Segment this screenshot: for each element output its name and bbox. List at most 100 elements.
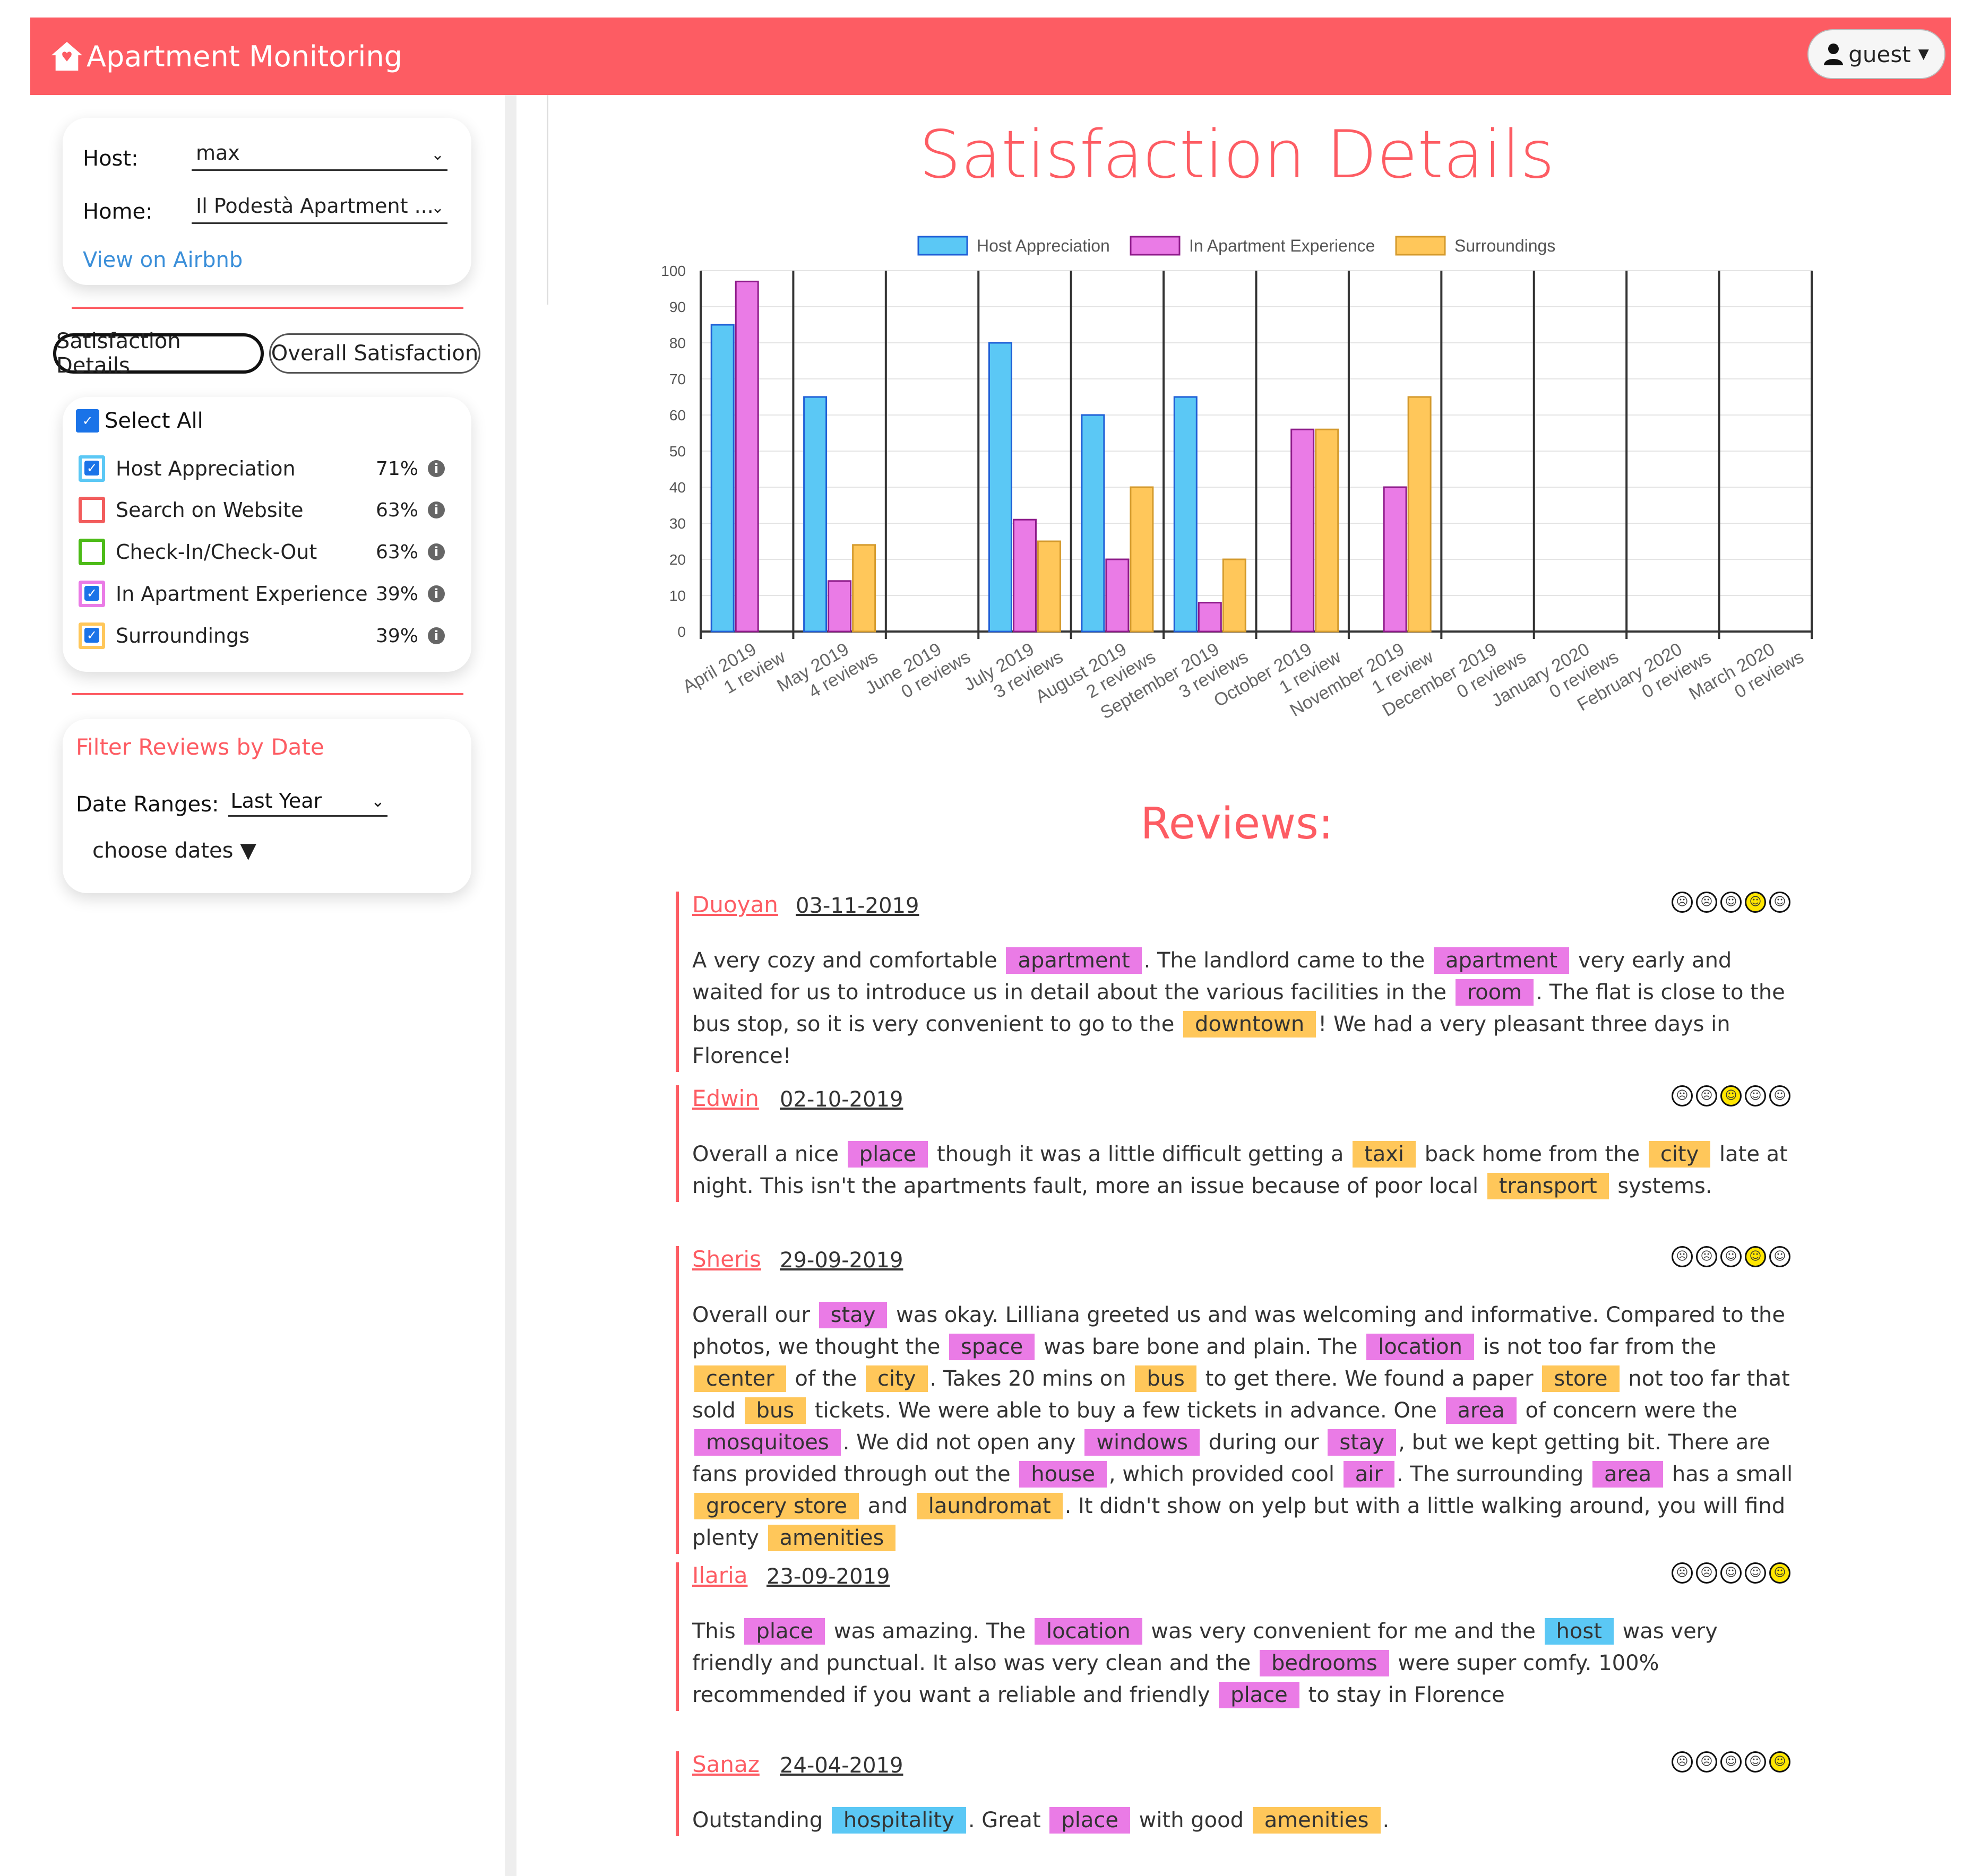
face-icon: ☹ [1696, 1085, 1717, 1106]
y-tick-label: 90 [669, 299, 686, 315]
highlighted-keyword: bedrooms [1260, 1650, 1389, 1676]
host-card: Host: max ⌄ Home: Il Podestà Apartment .… [63, 118, 471, 285]
filter-card: Filter Reviews by Date Date Ranges: Last… [63, 719, 471, 893]
review-author-link[interactable]: Edwin [692, 1085, 759, 1111]
review-text-segment: . Great [968, 1808, 1048, 1832]
user-name: guest [1848, 41, 1911, 67]
highlighted-keyword: taxi [1353, 1141, 1416, 1168]
tab-satisfaction-details[interactable]: Satisfaction Details [53, 329, 264, 378]
highlighted-keyword: area [1592, 1461, 1664, 1488]
home-row: Home: Il Podestà Apartment ... ⌄ [83, 187, 447, 224]
highlighted-keyword: bus [744, 1397, 806, 1424]
face-icon: ☺ [1720, 1562, 1742, 1584]
face-icon: ☹ [1672, 1246, 1693, 1267]
category-checkbox[interactable] [79, 539, 105, 565]
rating-faces: ☹ ☹ ☺ ☺ ☺ [1672, 892, 1790, 913]
y-tick-label: 100 [661, 263, 686, 279]
info-icon[interactable]: i [428, 627, 445, 644]
category-checkbox[interactable]: ✓ [79, 581, 105, 607]
review-text-segment: to stay in Florence [1301, 1683, 1505, 1707]
caret-down-icon: ▼ [1918, 46, 1929, 62]
review-text-segment: with good [1132, 1808, 1251, 1832]
bar-surroundings [852, 544, 876, 633]
review-text-segment: tickets. We were able to buy a few ticke… [808, 1398, 1444, 1423]
review-author-link[interactable]: Sheris [692, 1246, 761, 1272]
review-header: Sanaz 24-04-2019 ☹ ☹ ☺ ☺ ☺ [692, 1751, 1801, 1788]
review-author-link[interactable]: Sanaz [692, 1751, 760, 1777]
face-icon: ☺ [1745, 1751, 1766, 1773]
y-tick-label: 10 [669, 587, 686, 604]
highlighted-keyword: center [694, 1365, 786, 1392]
highlighted-keyword: apartment [1006, 947, 1142, 974]
review-text-segment: . Takes 20 mins on [929, 1367, 1133, 1391]
review-author-link[interactable]: Ilaria [692, 1562, 748, 1588]
category-checkbox[interactable]: ✓ [79, 623, 105, 649]
review-text-segment: . [1382, 1808, 1390, 1832]
review-date: 03-11-2019 [796, 894, 919, 918]
highlighted-keyword: apartment [1434, 947, 1570, 974]
date-range-select[interactable]: Last Year ⌄ [228, 787, 388, 817]
select-all-checkbox[interactable]: ✓ [76, 409, 99, 433]
home-label: Home: [83, 200, 153, 224]
review-author-link[interactable]: Duoyan [692, 892, 778, 918]
check-icon: ✓ [84, 628, 99, 643]
review-text-segment: was amazing. The [827, 1619, 1032, 1644]
info-icon[interactable]: i [428, 585, 445, 602]
highlighted-keyword: grocery store [694, 1493, 859, 1519]
category-row[interactable]: ✓ In Apartment Experience 39% i [79, 578, 455, 610]
highlighted-keyword: space [949, 1334, 1035, 1360]
bar-surroundings [1130, 486, 1154, 633]
face-icon: ☺ [1720, 892, 1742, 913]
y-tick-label: 80 [669, 335, 686, 351]
review-text-segment: Outstanding [692, 1808, 830, 1832]
home-select[interactable]: Il Podestà Apartment ... ⌄ [192, 192, 447, 224]
review-text-segment: to get there. We found a paper [1198, 1367, 1540, 1391]
choose-dates-toggle[interactable]: choose dates ▼ [92, 838, 256, 863]
user-menu-button[interactable]: guest ▼ [1807, 29, 1945, 79]
filter-title: Filter Reviews by Date [76, 734, 324, 760]
review-text-segment: of concern were the [1518, 1398, 1737, 1423]
highlighted-keyword: downtown [1183, 1011, 1316, 1038]
category-percent: 71% [375, 457, 418, 480]
highlighted-keyword: place [847, 1141, 928, 1168]
bar-surroundings [1222, 558, 1246, 633]
review-date: 02-10-2019 [780, 1087, 903, 1112]
review-text-segment: and [861, 1494, 915, 1518]
highlighted-keyword: laundromat [916, 1493, 1063, 1519]
bar-host-appreciation [710, 324, 735, 633]
highlighted-keyword: bus [1135, 1365, 1196, 1392]
select-all-label: Select All [105, 409, 203, 433]
review-text-segment: , but we kept getting bit. There are fan… [692, 1430, 1770, 1486]
info-icon[interactable]: i [428, 543, 445, 560]
info-icon[interactable]: i [428, 460, 445, 477]
face-icon: ☺ [1769, 1562, 1790, 1584]
info-icon[interactable]: i [428, 502, 445, 518]
bar-surroundings [1407, 396, 1432, 633]
category-row[interactable]: ✓ Surroundings 39% i [79, 620, 455, 652]
highlighted-keyword: amenities [768, 1525, 896, 1551]
category-label: Host Appreciation [116, 457, 296, 480]
tab-overall-satisfaction[interactable]: Overall Satisfaction [269, 333, 480, 374]
category-row[interactable]: Check-In/Check-Out 63% i [79, 536, 455, 568]
category-row[interactable]: ✓ Host Appreciation 71% i [79, 453, 455, 485]
brand[interactable]: Apartment Monitoring [50, 32, 402, 80]
review-text-segment: systems. [1611, 1174, 1712, 1198]
highlighted-keyword: place [744, 1618, 825, 1645]
category-row[interactable]: Search on Website 63% i [79, 494, 455, 526]
highlighted-keyword: stay [1328, 1429, 1397, 1456]
view-on-airbnb-link[interactable]: View on Airbnb [83, 248, 243, 272]
chevron-down-icon: ⌄ [371, 792, 385, 811]
select-all-row[interactable]: ✓ Select All [76, 409, 203, 433]
legend-swatch [1395, 236, 1446, 256]
category-checkbox[interactable] [79, 497, 105, 523]
check-icon: ✓ [76, 409, 99, 433]
bar-in-apartment-experience [1383, 486, 1407, 633]
date-range-value: Last Year [230, 789, 322, 812]
category-checkbox[interactable]: ✓ [79, 455, 105, 482]
face-icon: ☺ [1745, 1085, 1766, 1106]
bar-in-apartment-experience [1012, 518, 1037, 633]
host-select[interactable]: max ⌄ [192, 139, 447, 171]
review-text: A very cozy and comfortable apartment. T… [692, 945, 1801, 1072]
